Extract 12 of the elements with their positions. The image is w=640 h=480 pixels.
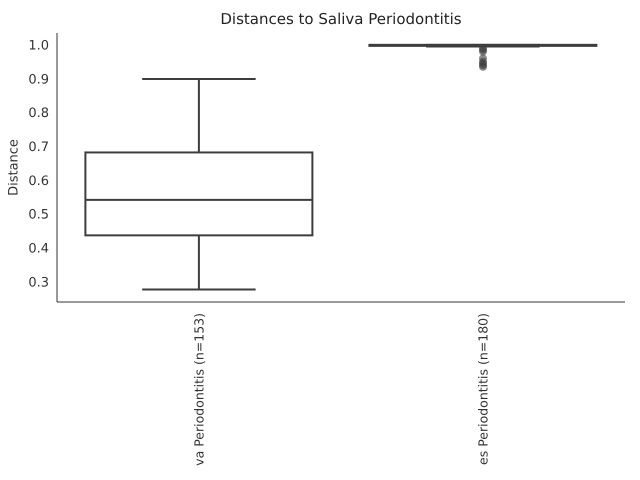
x-tick-label: es Periodontitis (n=180): [476, 313, 490, 465]
y-tick-label: 0.3: [28, 275, 49, 290]
y-tick-label: 0.6: [28, 174, 49, 189]
chart-title: Distances to Saliva Periodontitis: [219, 10, 463, 28]
y-tick-label: 0.9: [28, 72, 49, 88]
y-axis-title: Distance: [6, 139, 22, 196]
x-tick-label: va Periodontitis (n=153): [192, 313, 206, 466]
y-tick-label: 0.8: [28, 106, 49, 122]
y-tick-label: 1.0: [28, 38, 49, 54]
y-tick-label: 0.7: [28, 140, 49, 155]
y-tick-label: 0.4: [28, 241, 49, 256]
y-tick-label: 0.5: [28, 208, 49, 223]
